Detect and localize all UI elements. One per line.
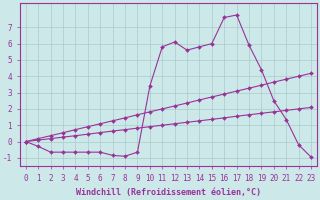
X-axis label: Windchill (Refroidissement éolien,°C): Windchill (Refroidissement éolien,°C) <box>76 188 261 197</box>
